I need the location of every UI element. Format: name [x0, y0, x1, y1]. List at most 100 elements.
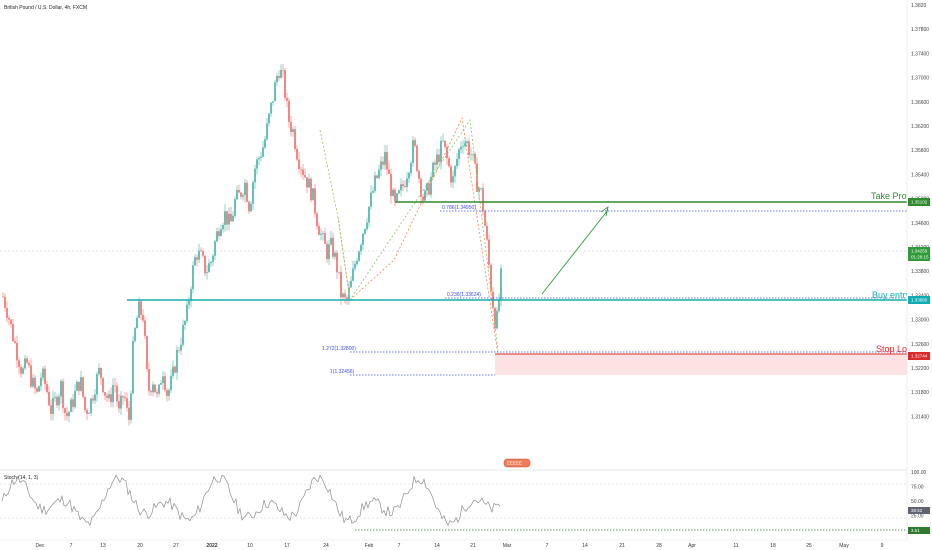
- event-badge-text: EEEEE: [507, 461, 522, 466]
- candle-body: [34, 377, 36, 389]
- candle-body: [10, 319, 12, 325]
- candle-body: [244, 182, 246, 196]
- candle-body: [2, 296, 4, 298]
- current-price-tag: [908, 247, 930, 261]
- candle-body: [500, 268, 502, 300]
- candle-body: [278, 76, 280, 78]
- candle-body: [436, 154, 438, 165]
- candle-body: [416, 145, 418, 172]
- candle-body: [392, 189, 394, 197]
- candle-body: [154, 384, 156, 393]
- candle-body: [78, 381, 80, 391]
- candle-body: [234, 199, 236, 216]
- candle-body: [496, 310, 498, 329]
- candle-body: [74, 390, 76, 407]
- candle-body: [100, 367, 102, 379]
- candle-body: [336, 252, 338, 273]
- time-axis[interactable]: Dec 7 13 20 27 2022 10 17 24 Feb 7 14 21 Mar 7 14 21 28 Ap…: [36, 543, 884, 549]
- candle-body: [450, 166, 452, 183]
- fib-label-1272: 1.272(1.32800): [322, 346, 356, 352]
- candle-body: [250, 203, 252, 212]
- event-badge[interactable]: [503, 458, 531, 468]
- candle-body: [434, 162, 436, 165]
- time-tick: 27: [173, 543, 179, 549]
- candle-body: [338, 271, 340, 273]
- candle-body: [20, 366, 22, 374]
- candle-body: [114, 385, 116, 386]
- candle-body: [350, 280, 352, 288]
- candle-body: [420, 178, 422, 197]
- time-tick: 11: [733, 543, 738, 549]
- candle-body: [94, 394, 96, 401]
- candle-body: [158, 384, 160, 394]
- candle-body: [46, 383, 48, 393]
- candle-body: [322, 233, 324, 234]
- candle-body: [294, 129, 296, 150]
- candle-body: [136, 317, 138, 329]
- stoch-tick: 75.00: [911, 485, 924, 491]
- candle-body: [324, 233, 326, 244]
- trend-arrow: [541, 209, 609, 295]
- candle-body: [88, 413, 90, 414]
- candle-body: [484, 211, 486, 226]
- candle-body: [132, 341, 134, 394]
- price-tick: 1.3820: [911, 3, 927, 9]
- candle-body: [156, 392, 158, 394]
- countdown: 01:26:15: [911, 255, 929, 260]
- candle-body: [120, 395, 122, 409]
- candle-body: [166, 390, 168, 396]
- take-profit-label: Take Profit: [871, 191, 914, 201]
- candle-body: [170, 375, 172, 391]
- time-tick: May: [839, 543, 849, 549]
- candle-body: [186, 304, 188, 321]
- candle-body: [264, 139, 266, 148]
- candle-body: [212, 255, 214, 262]
- candle-body: [498, 299, 500, 311]
- price-tick: 1.35800: [911, 148, 929, 154]
- buy-entry-price: 1.33580: [911, 298, 928, 303]
- candle-body: [340, 271, 342, 298]
- candle-body: [302, 169, 304, 175]
- candle-body: [494, 308, 496, 329]
- candle-body: [28, 362, 30, 366]
- candle-body: [210, 261, 212, 264]
- candle-body: [388, 169, 390, 174]
- candle-body: [152, 384, 154, 393]
- candle-body: [288, 100, 290, 123]
- candle-body: [150, 391, 152, 393]
- candle-body: [6, 308, 8, 318]
- candle-body: [362, 233, 364, 245]
- trend-arrow-head: [600, 205, 609, 217]
- time-tick: 18: [770, 543, 776, 549]
- candle-body: [380, 161, 382, 170]
- stoch-tick: 25.00: [911, 514, 924, 520]
- candle-body: [138, 301, 140, 318]
- candle-body: [314, 188, 316, 214]
- candle-body: [144, 320, 146, 337]
- candle-body: [368, 206, 370, 223]
- current-price: 1.34259: [911, 249, 928, 254]
- candle-body: [270, 102, 272, 114]
- candle-body: [72, 399, 74, 407]
- candle-body: [204, 255, 206, 274]
- candle-body: [44, 368, 46, 384]
- price-tick: 1.37800: [911, 27, 929, 33]
- candle-body: [242, 195, 244, 197]
- stoch-value-tag-1: [908, 507, 930, 514]
- candle-body: [374, 175, 376, 192]
- candle-body: [68, 411, 70, 417]
- candle-body: [316, 213, 318, 227]
- candle-body: [232, 215, 234, 222]
- candle-body: [108, 394, 110, 399]
- candle-body: [254, 168, 256, 183]
- candle-body: [444, 140, 446, 148]
- candle-body: [408, 173, 410, 179]
- candle-body: [290, 122, 292, 133]
- candle-body: [366, 222, 368, 229]
- candle-body: [90, 398, 92, 414]
- symbol-title: British Pound / U.S. Dollar, 4h, FXCM: [4, 5, 87, 11]
- candle-body: [182, 324, 184, 345]
- candle-body: [320, 233, 322, 235]
- candle-body: [396, 193, 398, 202]
